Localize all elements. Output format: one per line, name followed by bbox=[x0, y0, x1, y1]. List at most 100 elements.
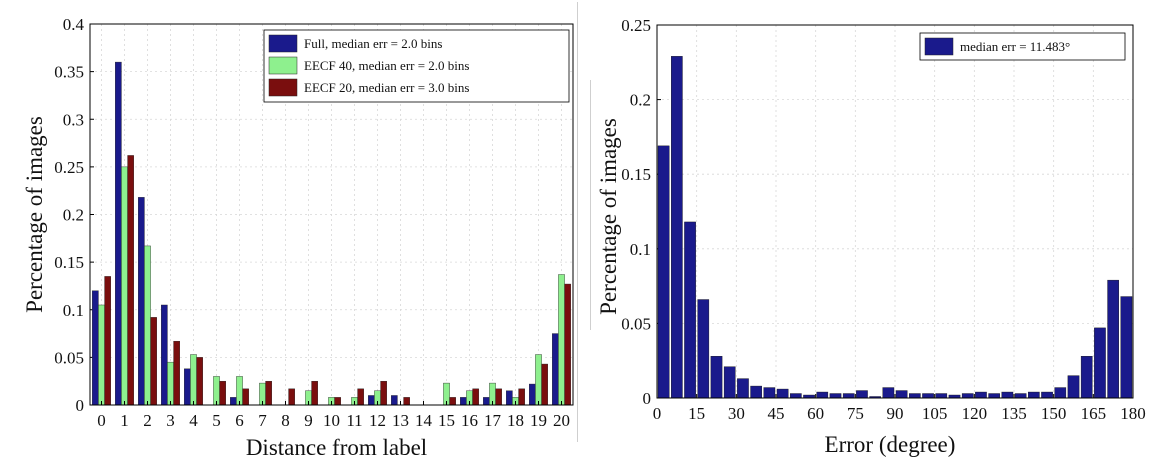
legend-swatch bbox=[268, 78, 298, 97]
legend-box bbox=[263, 29, 570, 103]
bar-eecf40 bbox=[144, 245, 151, 406]
x-tick-label: 15 bbox=[688, 404, 705, 423]
bar-eecf40 bbox=[213, 376, 220, 406]
bar-full bbox=[506, 390, 513, 406]
x-tick-label: 18 bbox=[507, 411, 524, 430]
bar-full bbox=[115, 61, 122, 406]
y-tick-label: 0.35 bbox=[54, 63, 84, 82]
legend-box bbox=[919, 32, 1126, 61]
bar-eecf20 bbox=[104, 276, 111, 406]
x-tick-label: 4 bbox=[189, 411, 198, 430]
bar-eecf20 bbox=[449, 397, 456, 406]
bar-eecf20 bbox=[265, 380, 272, 406]
histogram-bar bbox=[842, 393, 855, 399]
bar-eecf20 bbox=[311, 380, 318, 406]
histogram-bar bbox=[909, 393, 921, 399]
bar-full bbox=[138, 197, 145, 406]
y-tick-label: 0.05 bbox=[621, 314, 651, 333]
histogram-bar bbox=[697, 299, 710, 399]
histogram-bar bbox=[1107, 279, 1119, 399]
bar-full bbox=[460, 397, 467, 406]
panel-divider bbox=[577, 2, 578, 442]
right-bar-chart: 0 15 30 45 60 75 90 105 120 135 150 165 180 0 0.05 0.1 0… bbox=[596, 16, 1146, 457]
bar-eecf40 bbox=[190, 354, 197, 406]
x-tick-label: 3 bbox=[166, 411, 175, 430]
y-tick-label: 0.4 bbox=[63, 15, 85, 34]
x-tick-label: 1 bbox=[120, 411, 129, 430]
bar-full bbox=[391, 395, 398, 406]
histogram-bar bbox=[671, 56, 683, 399]
histogram-bar bbox=[1067, 375, 1080, 399]
histogram-bar bbox=[710, 356, 723, 399]
bar-full bbox=[368, 395, 375, 406]
bar-eecf40 bbox=[121, 166, 128, 406]
x-tick-label: 0 bbox=[97, 411, 106, 430]
histogram-bar bbox=[763, 387, 776, 399]
x-tick-label: 180 bbox=[1120, 404, 1146, 423]
bar-eecf40 bbox=[535, 354, 542, 406]
x-tick-label: 10 bbox=[323, 411, 340, 430]
bar-eecf20 bbox=[495, 388, 502, 406]
y-tick-label: 0 bbox=[76, 396, 85, 415]
bar-full bbox=[552, 333, 559, 406]
x-tick-label: 9 bbox=[304, 411, 313, 430]
left-chart-panel: 0 0.05 0.1 0.15 0.2 0.25 0.3 0.35 0.4 0 1 2 3 4 5 6 7 8 9 1… bbox=[22, 2, 578, 460]
histogram-bar bbox=[1028, 391, 1040, 399]
histogram-bar bbox=[1041, 391, 1053, 399]
bar-eecf20 bbox=[541, 363, 548, 406]
x-tick-label: 30 bbox=[728, 404, 745, 423]
x-tick-label: 45 bbox=[768, 404, 785, 423]
histogram-bar bbox=[1054, 387, 1067, 399]
y-tick-label: 0.25 bbox=[621, 16, 651, 35]
x-tick-label: 8 bbox=[281, 411, 290, 430]
x-axis-label: Distance from label bbox=[246, 435, 427, 460]
y-tick-label: 0.3 bbox=[63, 110, 84, 129]
histogram-bar bbox=[856, 390, 868, 399]
histogram-bar bbox=[684, 221, 696, 399]
histogram-bar bbox=[1120, 296, 1133, 399]
x-tick-label: 16 bbox=[461, 411, 478, 430]
histogram-bar bbox=[922, 393, 934, 399]
y-tick-label: 0.15 bbox=[54, 253, 84, 272]
bar-eecf20 bbox=[334, 397, 341, 406]
histogram-bar bbox=[1080, 356, 1093, 399]
bar-eecf20 bbox=[127, 155, 134, 406]
x-tick-label: 7 bbox=[258, 411, 267, 430]
bar-eecf40 bbox=[236, 376, 243, 406]
bar-eecf20 bbox=[242, 388, 249, 406]
histogram-bar bbox=[1001, 391, 1014, 399]
y-tick-label: 0 bbox=[643, 389, 652, 408]
x-tick-label: 13 bbox=[392, 411, 409, 430]
x-tick-label: 2 bbox=[143, 411, 152, 430]
bar-full bbox=[483, 397, 490, 406]
bar-eecf20 bbox=[219, 380, 226, 406]
x-tick-label: 165 bbox=[1081, 404, 1107, 423]
bar-eecf20 bbox=[518, 388, 525, 406]
legend-label: EECF 20, median err = 3.0 bins bbox=[304, 80, 469, 95]
plot-frame bbox=[656, 24, 1134, 399]
x-tick-label: 90 bbox=[887, 404, 904, 423]
bar-full bbox=[161, 304, 168, 406]
x-tick-label: 135 bbox=[1001, 404, 1027, 423]
bar-eecf40 bbox=[167, 361, 174, 406]
x-tick-label: 14 bbox=[415, 411, 433, 430]
legend-swatch bbox=[924, 37, 954, 56]
histogram-bar bbox=[961, 393, 974, 399]
x-tick-label: 105 bbox=[922, 404, 948, 423]
y-axis-label: Percentage of images bbox=[596, 118, 621, 315]
legend-label: EECF 40, median err = 2.0 bins bbox=[304, 58, 469, 73]
x-tick-label: 20 bbox=[553, 411, 570, 430]
legend-label: median err = 11.483° bbox=[960, 39, 1070, 54]
x-tick-label: 12 bbox=[369, 411, 386, 430]
histogram-bar bbox=[750, 385, 762, 399]
histogram-bar bbox=[988, 393, 1000, 399]
y-tick-label: 0.15 bbox=[621, 165, 651, 184]
x-tick-label: 5 bbox=[212, 411, 221, 430]
bar-eecf20 bbox=[196, 357, 203, 406]
y-tick-label: 0.2 bbox=[630, 91, 651, 110]
histogram-bar bbox=[975, 391, 987, 399]
y-tick-label: 0.2 bbox=[63, 206, 84, 225]
bar-full bbox=[230, 397, 237, 406]
y-tick-label: 0.1 bbox=[630, 240, 651, 259]
x-tick-label: 6 bbox=[235, 411, 244, 430]
